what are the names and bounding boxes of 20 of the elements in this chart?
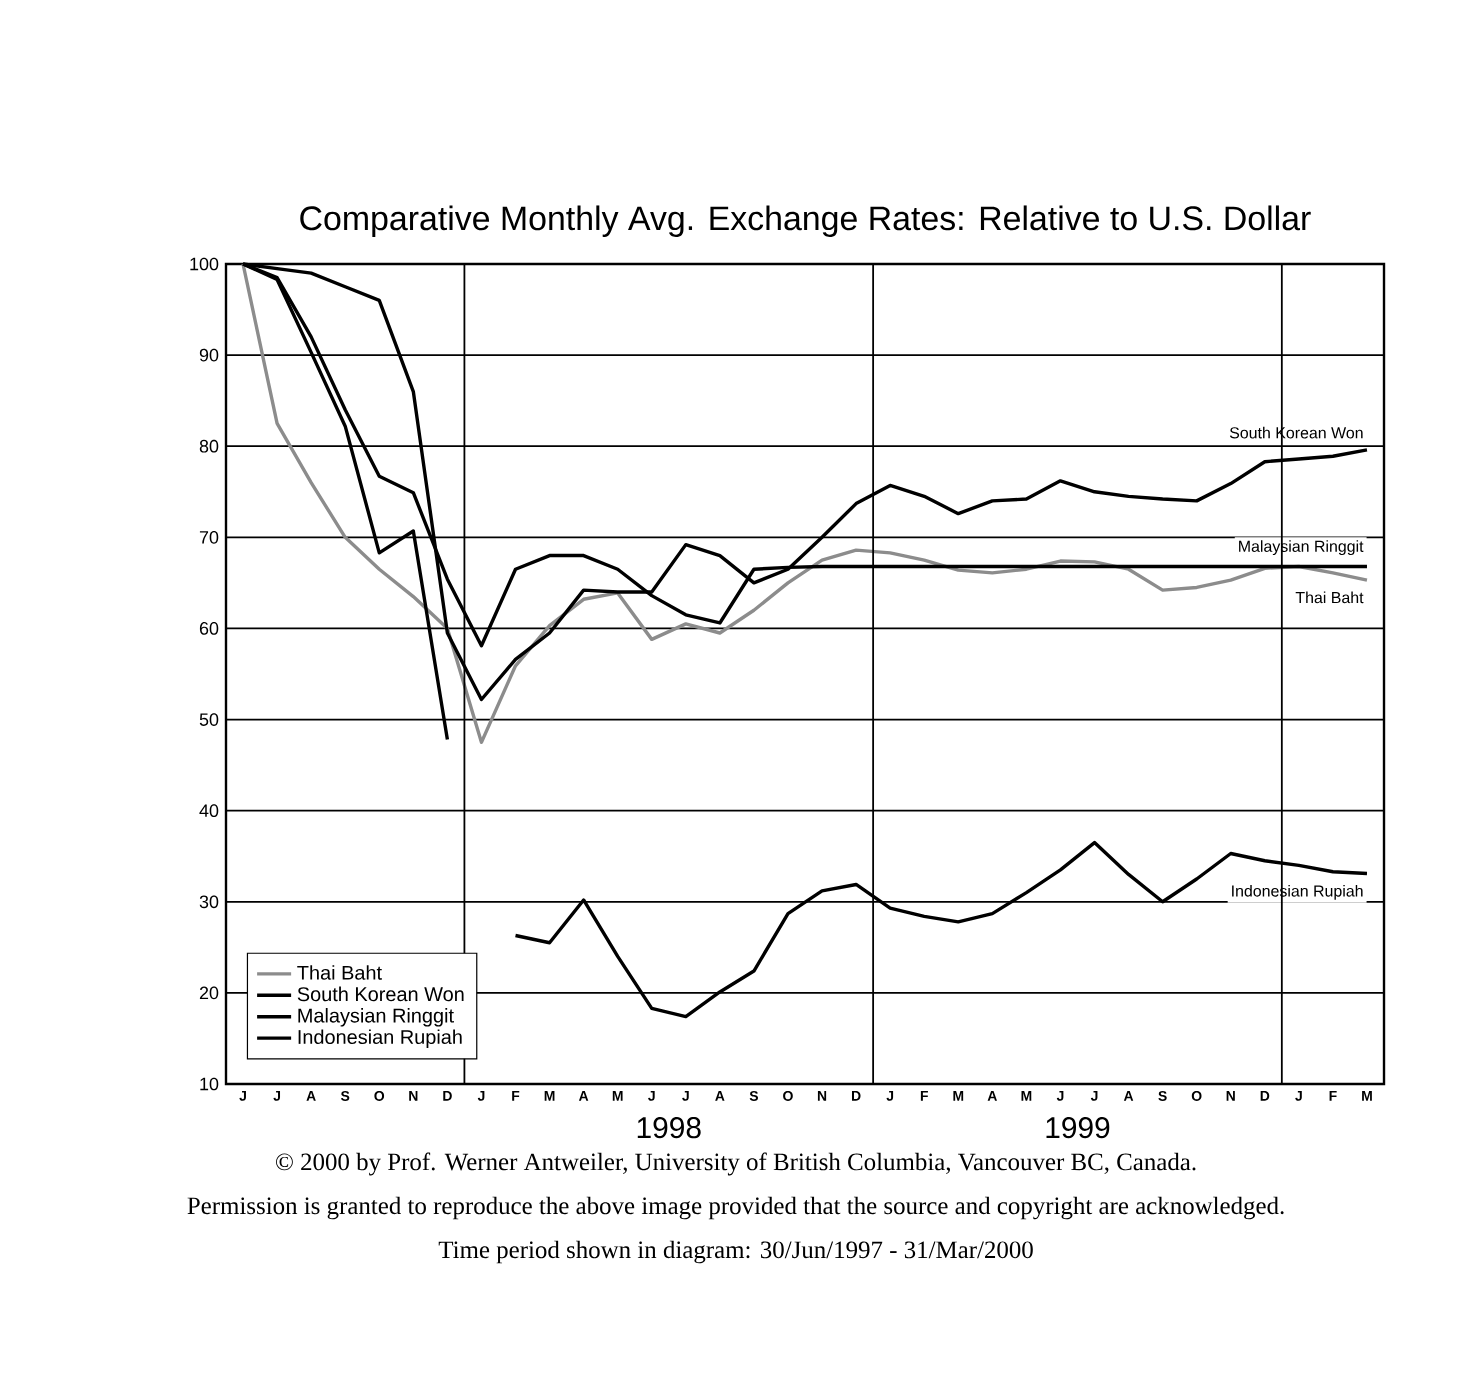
legend-label: Malaysian Ringgit [298, 1008, 454, 1027]
y-tick-label: 50 [199, 713, 219, 726]
y-tick-label: 60 [199, 622, 219, 635]
text: © 2000 by Prof. Werner Antweiler, University of British Columbia, Vancouver BC, Canada. [276, 1152, 1196, 1176]
y-tick-label: 70 [199, 530, 219, 544]
legend-label: Indonesian Rupiah [298, 1029, 462, 1048]
text: Permission is granted to reproduce the above image provided that the source and copyright are acknowledged. [187, 1196, 1284, 1220]
text: 1998 [637, 1117, 701, 1139]
y-tick-label: 20 [199, 986, 219, 1000]
y-tick-label: 100 [190, 257, 219, 271]
y-tick-label: 10 [200, 1077, 219, 1091]
y-tick-label: 30 [199, 895, 219, 909]
chart-title: Comparative Monthly Avg. Exchange Rates: Relative to U.S. Dollar [300, 205, 1311, 237]
y-tick-label: 40 [199, 804, 219, 818]
legend-label: Thai Baht [297, 965, 382, 980]
y-tick-label: 80 [199, 439, 219, 453]
text: Time period shown in diagram: 30/Jun/1997 - 31/Mar/2000 [438, 1240, 1033, 1264]
text: 1999 [1046, 1117, 1110, 1139]
legend-label: South Korean Won [297, 986, 464, 1002]
y-tick-label: 90 [199, 348, 219, 362]
